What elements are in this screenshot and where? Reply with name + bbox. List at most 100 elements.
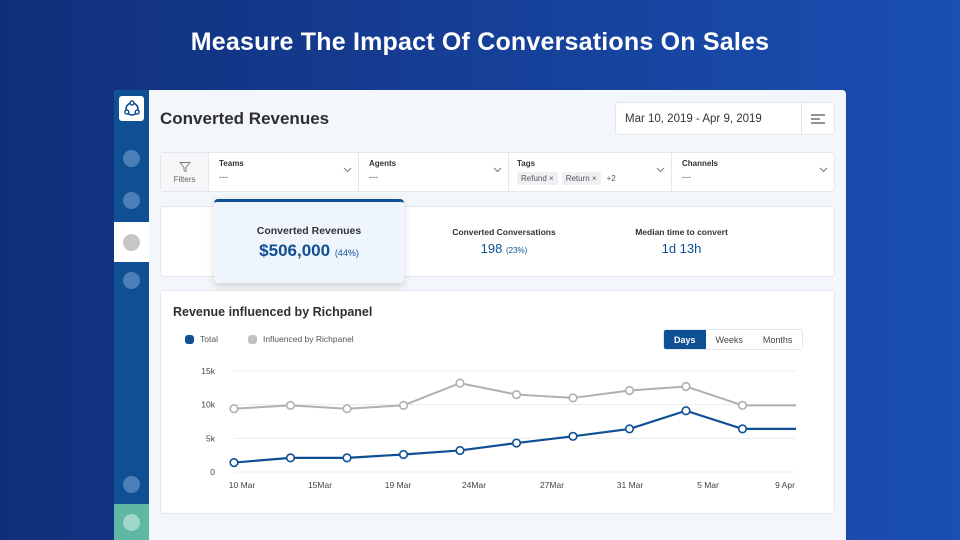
- data-point: [342, 404, 352, 414]
- legend-item-influenced[interactable]: Influenced by Richpanel: [247, 334, 354, 344]
- page-title: Converted Revenues: [160, 109, 330, 128]
- filter-channels[interactable]: Channels ---: [672, 153, 834, 191]
- toggle-days[interactable]: Days: [664, 330, 706, 349]
- granularity-toggle: Days Weeks Months: [663, 329, 804, 350]
- legend-item-total[interactable]: Total: [185, 334, 218, 344]
- y-tick-label: 15k: [201, 366, 215, 376]
- nav-dot-icon: [123, 475, 140, 493]
- data-point: [737, 424, 748, 434]
- chart-legend: Total Influenced by Richpanel: [185, 334, 354, 344]
- kpi-percent: (23%): [505, 246, 528, 255]
- y-tick-label: 5k: [206, 433, 216, 443]
- data-point: [681, 406, 691, 416]
- data-point: [398, 449, 409, 460]
- tag-chip[interactable]: Refund ×: [517, 172, 558, 185]
- sidebar: [114, 90, 149, 540]
- nav-dot-icon: [123, 513, 140, 531]
- tag-chip[interactable]: Return ×: [561, 172, 601, 185]
- nav-dot-icon: [123, 233, 140, 251]
- kpi-value: $506,000 (44%): [214, 241, 404, 261]
- filter-tags[interactable]: Tags Refund × Return × +2: [509, 153, 672, 191]
- legend-label: Influenced by Richpanel: [262, 334, 354, 344]
- series-line-total: [233, 409, 796, 464]
- filter-teams[interactable]: Teams ---: [209, 153, 359, 191]
- filter-value: ---: [219, 172, 228, 182]
- menu-lines-icon: [811, 113, 825, 124]
- kpi-label: Converted Conversations: [452, 227, 556, 237]
- filters-label: Filters: [173, 174, 196, 184]
- filters-button[interactable]: Filters: [161, 153, 209, 191]
- data-point: [737, 400, 748, 410]
- filter-value: ---: [369, 172, 378, 182]
- data-point: [229, 457, 239, 468]
- x-tick-label: 27Mar: [540, 480, 564, 490]
- toggle-weeks[interactable]: Weeks: [705, 330, 753, 349]
- nav-item-1[interactable]: [114, 138, 149, 178]
- kpi-converted-conversations[interactable]: Converted Conversations 198 (23%): [434, 227, 574, 256]
- filter-value: ---: [682, 172, 691, 182]
- kpi-value: 1d 13h: [661, 241, 702, 256]
- data-point: [285, 400, 296, 410]
- data-point: [398, 400, 409, 410]
- data-point: [624, 385, 635, 396]
- filter-label: Channels: [682, 159, 719, 168]
- kpi-value-number: 198: [480, 241, 503, 256]
- data-point: [568, 431, 578, 441]
- kpi-median-time[interactable]: Median time to convert 1d 13h: [614, 227, 749, 256]
- data-point: [285, 453, 296, 463]
- filter-agents[interactable]: Agents ---: [359, 153, 509, 191]
- chart-card: Revenue influenced by Richpanel Total In…: [160, 290, 835, 514]
- tag-label: Refund: [521, 174, 547, 183]
- filter-label: Tags: [517, 159, 536, 168]
- headline: Measure The Impact Of Conversations On S…: [190, 28, 770, 56]
- chevron-down-icon: [819, 167, 828, 173]
- remove-tag-icon[interactable]: ×: [591, 174, 597, 183]
- line-chart: 0 5k 10k 15k 10 Mar 15Mar 19 Mar 24Mar 27Mar 31 M…: [201, 366, 796, 490]
- filter-bar: Filters Teams --- Agents --- Tags Refund…: [160, 152, 835, 192]
- nav-item-6[interactable]: [114, 504, 149, 540]
- menu-button[interactable]: [801, 103, 834, 134]
- date-range-picker[interactable]: Mar 10, 2019 - Apr 9, 2019: [615, 102, 835, 135]
- chevron-down-icon: [493, 167, 502, 173]
- chevron-down-icon: [343, 167, 352, 173]
- x-tick-label: 9 Apr: [775, 480, 795, 490]
- data-point: [681, 381, 691, 392]
- data-point: [511, 438, 522, 448]
- kpi-converted-revenues[interactable]: Converted Revenues $506,000 (44%): [214, 199, 404, 283]
- date-range-text[interactable]: Mar 10, 2019 - Apr 9, 2019: [625, 112, 762, 125]
- toggle-months[interactable]: Months: [752, 330, 803, 349]
- legend-label: Total: [200, 334, 218, 344]
- nav-item-2[interactable]: [114, 180, 149, 220]
- more-tags-count[interactable]: +2: [606, 174, 616, 183]
- x-tick-label: 24Mar: [462, 480, 486, 490]
- legend-swatch: [247, 334, 257, 344]
- x-tick-label: 10 Mar: [229, 480, 256, 490]
- x-tick-label: 19 Mar: [385, 480, 412, 490]
- y-tick-label: 0: [210, 467, 215, 477]
- nav-item-5[interactable]: [114, 464, 149, 504]
- kpi-value-number: $506,000: [259, 241, 331, 260]
- data-point: [455, 378, 465, 388]
- nav-item-4[interactable]: [114, 260, 149, 300]
- chart-title: Revenue influenced by Richpanel: [173, 305, 373, 319]
- kpi-label: Converted Revenues: [256, 225, 362, 237]
- nav-dot-icon: [123, 149, 140, 167]
- remove-tag-icon[interactable]: ×: [549, 174, 554, 183]
- x-tick-label: 31 Mar: [617, 480, 644, 490]
- filter-label: Agents: [369, 159, 397, 168]
- app-window: Converted Revenues Mar 10, 2019 - Apr 9,…: [114, 90, 846, 540]
- tag-label: Return: [565, 174, 590, 183]
- data-point: [342, 453, 352, 463]
- nav-dot-icon: [123, 191, 140, 209]
- x-tick-label: 5 Mar: [697, 480, 719, 490]
- richpanel-logo-icon[interactable]: [119, 96, 144, 121]
- data-point: [568, 393, 578, 403]
- tag-list: Refund × Return × +2: [517, 172, 671, 185]
- nav-dot-icon: [123, 271, 140, 289]
- legend-swatch: [185, 334, 194, 344]
- data-point: [511, 389, 522, 400]
- nav-item-3[interactable]: [114, 222, 149, 262]
- x-tick-label: 15Mar: [308, 480, 332, 490]
- funnel-icon: [178, 161, 191, 172]
- data-point: [455, 445, 465, 456]
